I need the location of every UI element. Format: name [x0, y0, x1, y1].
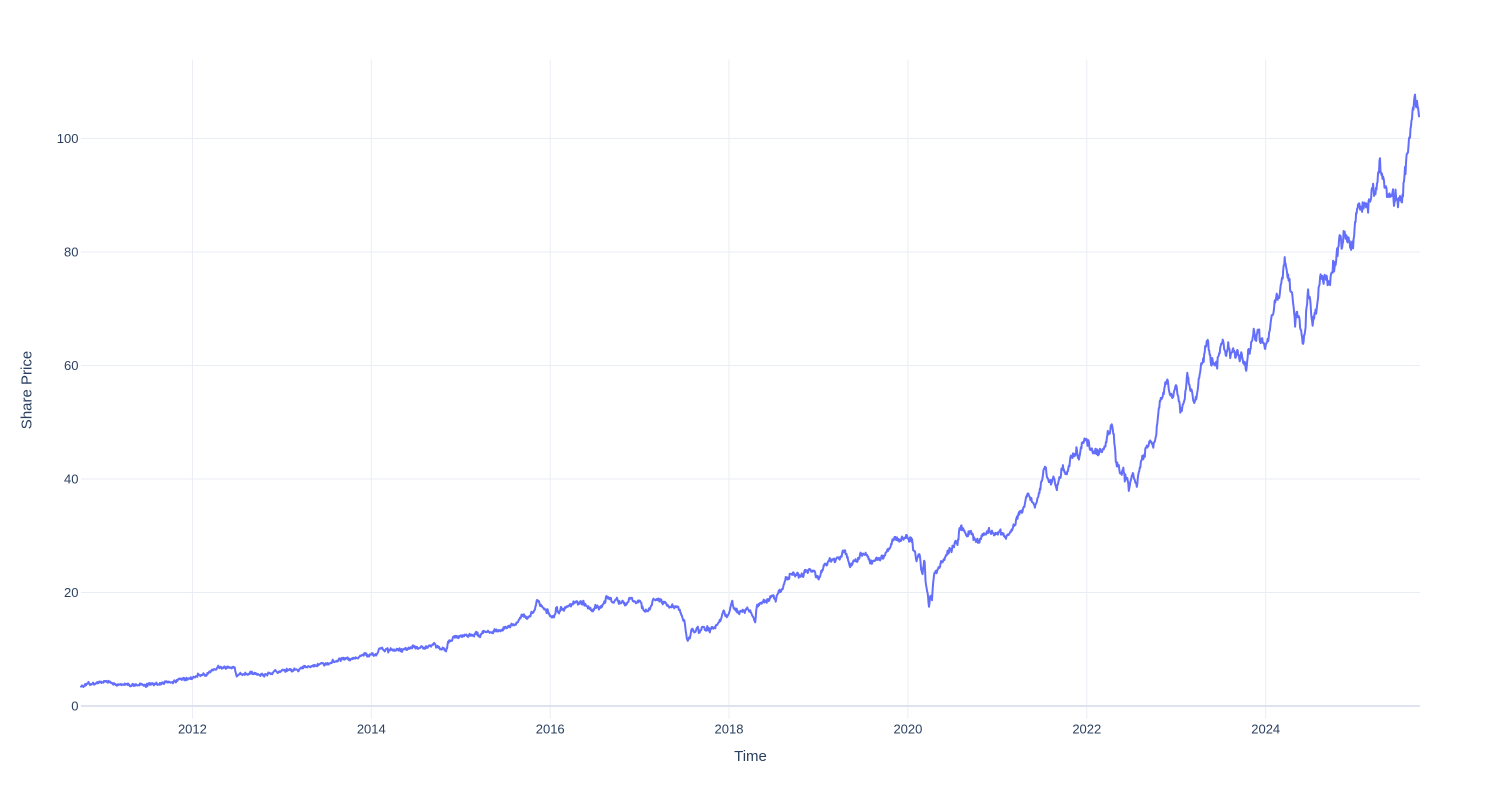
- svg-text:2020: 2020: [893, 722, 922, 737]
- svg-text:2018: 2018: [715, 722, 744, 737]
- svg-text:2012: 2012: [178, 722, 207, 737]
- svg-text:2014: 2014: [357, 722, 386, 737]
- svg-text:40: 40: [64, 472, 78, 487]
- svg-text:2016: 2016: [536, 722, 565, 737]
- svg-text:Time: Time: [734, 748, 767, 765]
- svg-text:2022: 2022: [1072, 722, 1101, 737]
- svg-text:100: 100: [57, 131, 79, 146]
- svg-text:60: 60: [64, 358, 78, 373]
- svg-text:2024: 2024: [1251, 722, 1280, 737]
- svg-text:80: 80: [64, 245, 78, 260]
- svg-text:20: 20: [64, 585, 78, 600]
- svg-text:Share Price: Share Price: [19, 351, 36, 429]
- svg-text:0: 0: [71, 699, 78, 714]
